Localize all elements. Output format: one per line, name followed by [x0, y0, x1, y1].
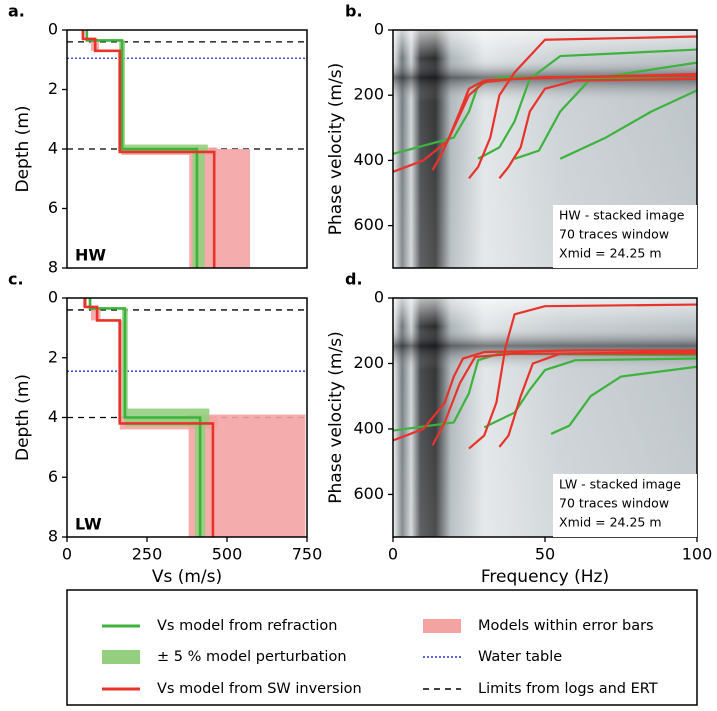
x-axis-label: Vs (m/s) — [152, 567, 222, 587]
y-tick-label: 0 — [374, 288, 384, 307]
dispersion-curve — [431, 72, 697, 171]
y-tick-label: 400 — [353, 418, 384, 437]
annotation-text: 70 traces window — [559, 496, 669, 511]
plot-area — [67, 298, 307, 537]
dispersion-curve — [498, 77, 697, 180]
x-tick-label: 250 — [132, 545, 163, 564]
legend-label: Limits from logs and ERT — [478, 681, 658, 697]
dispersion-curve — [468, 303, 697, 450]
x-tick-label: 50 — [535, 545, 555, 564]
x-tick-label: 0 — [388, 545, 398, 564]
legend-label: Models within error bars — [478, 618, 654, 634]
annotation-text: Xmid = 24.25 m — [559, 246, 662, 261]
dispersion-curve — [468, 35, 697, 180]
y-tick-label: 6 — [48, 467, 58, 486]
y-tick-label: 2 — [48, 79, 58, 98]
annotation-text: HW - stacked image — [559, 208, 685, 223]
vs-profile — [88, 298, 202, 537]
y-tick-label: 600 — [353, 215, 384, 234]
x-tick-label: 100 — [682, 545, 713, 564]
y-tick-label: 8 — [48, 258, 58, 277]
dispersion-curve — [498, 350, 697, 448]
vs-profile — [81, 30, 216, 268]
dispersion-curve — [393, 349, 697, 442]
band — [188, 414, 306, 537]
y-tick-label: 6 — [48, 198, 58, 217]
y-tick-label: 4 — [48, 139, 58, 158]
y-tick-label: 200 — [353, 85, 384, 104]
annotation-text: Xmid = 24.25 m — [559, 515, 662, 530]
dispersion-curve — [431, 352, 697, 446]
annotation-text: 70 traces window — [559, 227, 669, 242]
y-tick-label: 600 — [353, 484, 384, 503]
panel-label: d. — [345, 270, 363, 289]
dispersion-curve — [559, 89, 697, 160]
dispersion-curve — [477, 48, 697, 160]
legend-label: Vs model from SW inversion — [157, 681, 362, 697]
y-tick-label: 0 — [374, 20, 384, 39]
legend-swatch — [423, 619, 461, 633]
y-axis-label: Phase velocity (m/s) — [326, 331, 346, 503]
panel-label: b. — [345, 2, 363, 21]
y-tick-label: 4 — [48, 407, 58, 426]
panel-label: c. — [8, 270, 24, 289]
annotation-box — [553, 205, 697, 268]
legend-box — [66, 589, 698, 706]
dispersion-curve — [514, 61, 697, 160]
x-tick-label: 0 — [62, 545, 72, 564]
plot-frame — [392, 29, 698, 269]
dispersion-curve — [483, 357, 697, 429]
legend-label: Vs model from refraction — [157, 618, 337, 634]
y-tick-label: 400 — [353, 150, 384, 169]
annotation-box — [553, 474, 697, 537]
y-tick-label: 0 — [48, 20, 58, 39]
y-axis-label: Phase velocity (m/s) — [326, 63, 346, 235]
dispersion-curve — [550, 365, 697, 435]
panel-label: a. — [8, 2, 25, 21]
y-axis-label: Depth (m) — [13, 374, 33, 461]
site-label: LW — [75, 515, 102, 534]
y-tick-label: 200 — [353, 353, 384, 372]
vs-profile — [83, 298, 215, 537]
y-tick-label: 2 — [48, 347, 58, 366]
plot-area — [67, 30, 307, 268]
y-tick-label: 0 — [48, 288, 58, 307]
band — [192, 149, 205, 268]
annotation-text: LW - stacked image — [559, 477, 681, 492]
y-tick-label: 8 — [48, 527, 58, 546]
x-tick-label: 500 — [212, 545, 243, 564]
legend-swatch — [102, 650, 140, 664]
x-tick-label: 750 — [292, 545, 323, 564]
y-axis-label: Depth (m) — [13, 105, 33, 192]
legend-label: Water table — [478, 649, 562, 665]
legend-label: ± 5 % model perturbation — [157, 649, 347, 665]
plot-area — [393, 30, 697, 268]
site-label: HW — [75, 246, 106, 265]
x-axis-label: Frequency (Hz) — [481, 567, 609, 587]
